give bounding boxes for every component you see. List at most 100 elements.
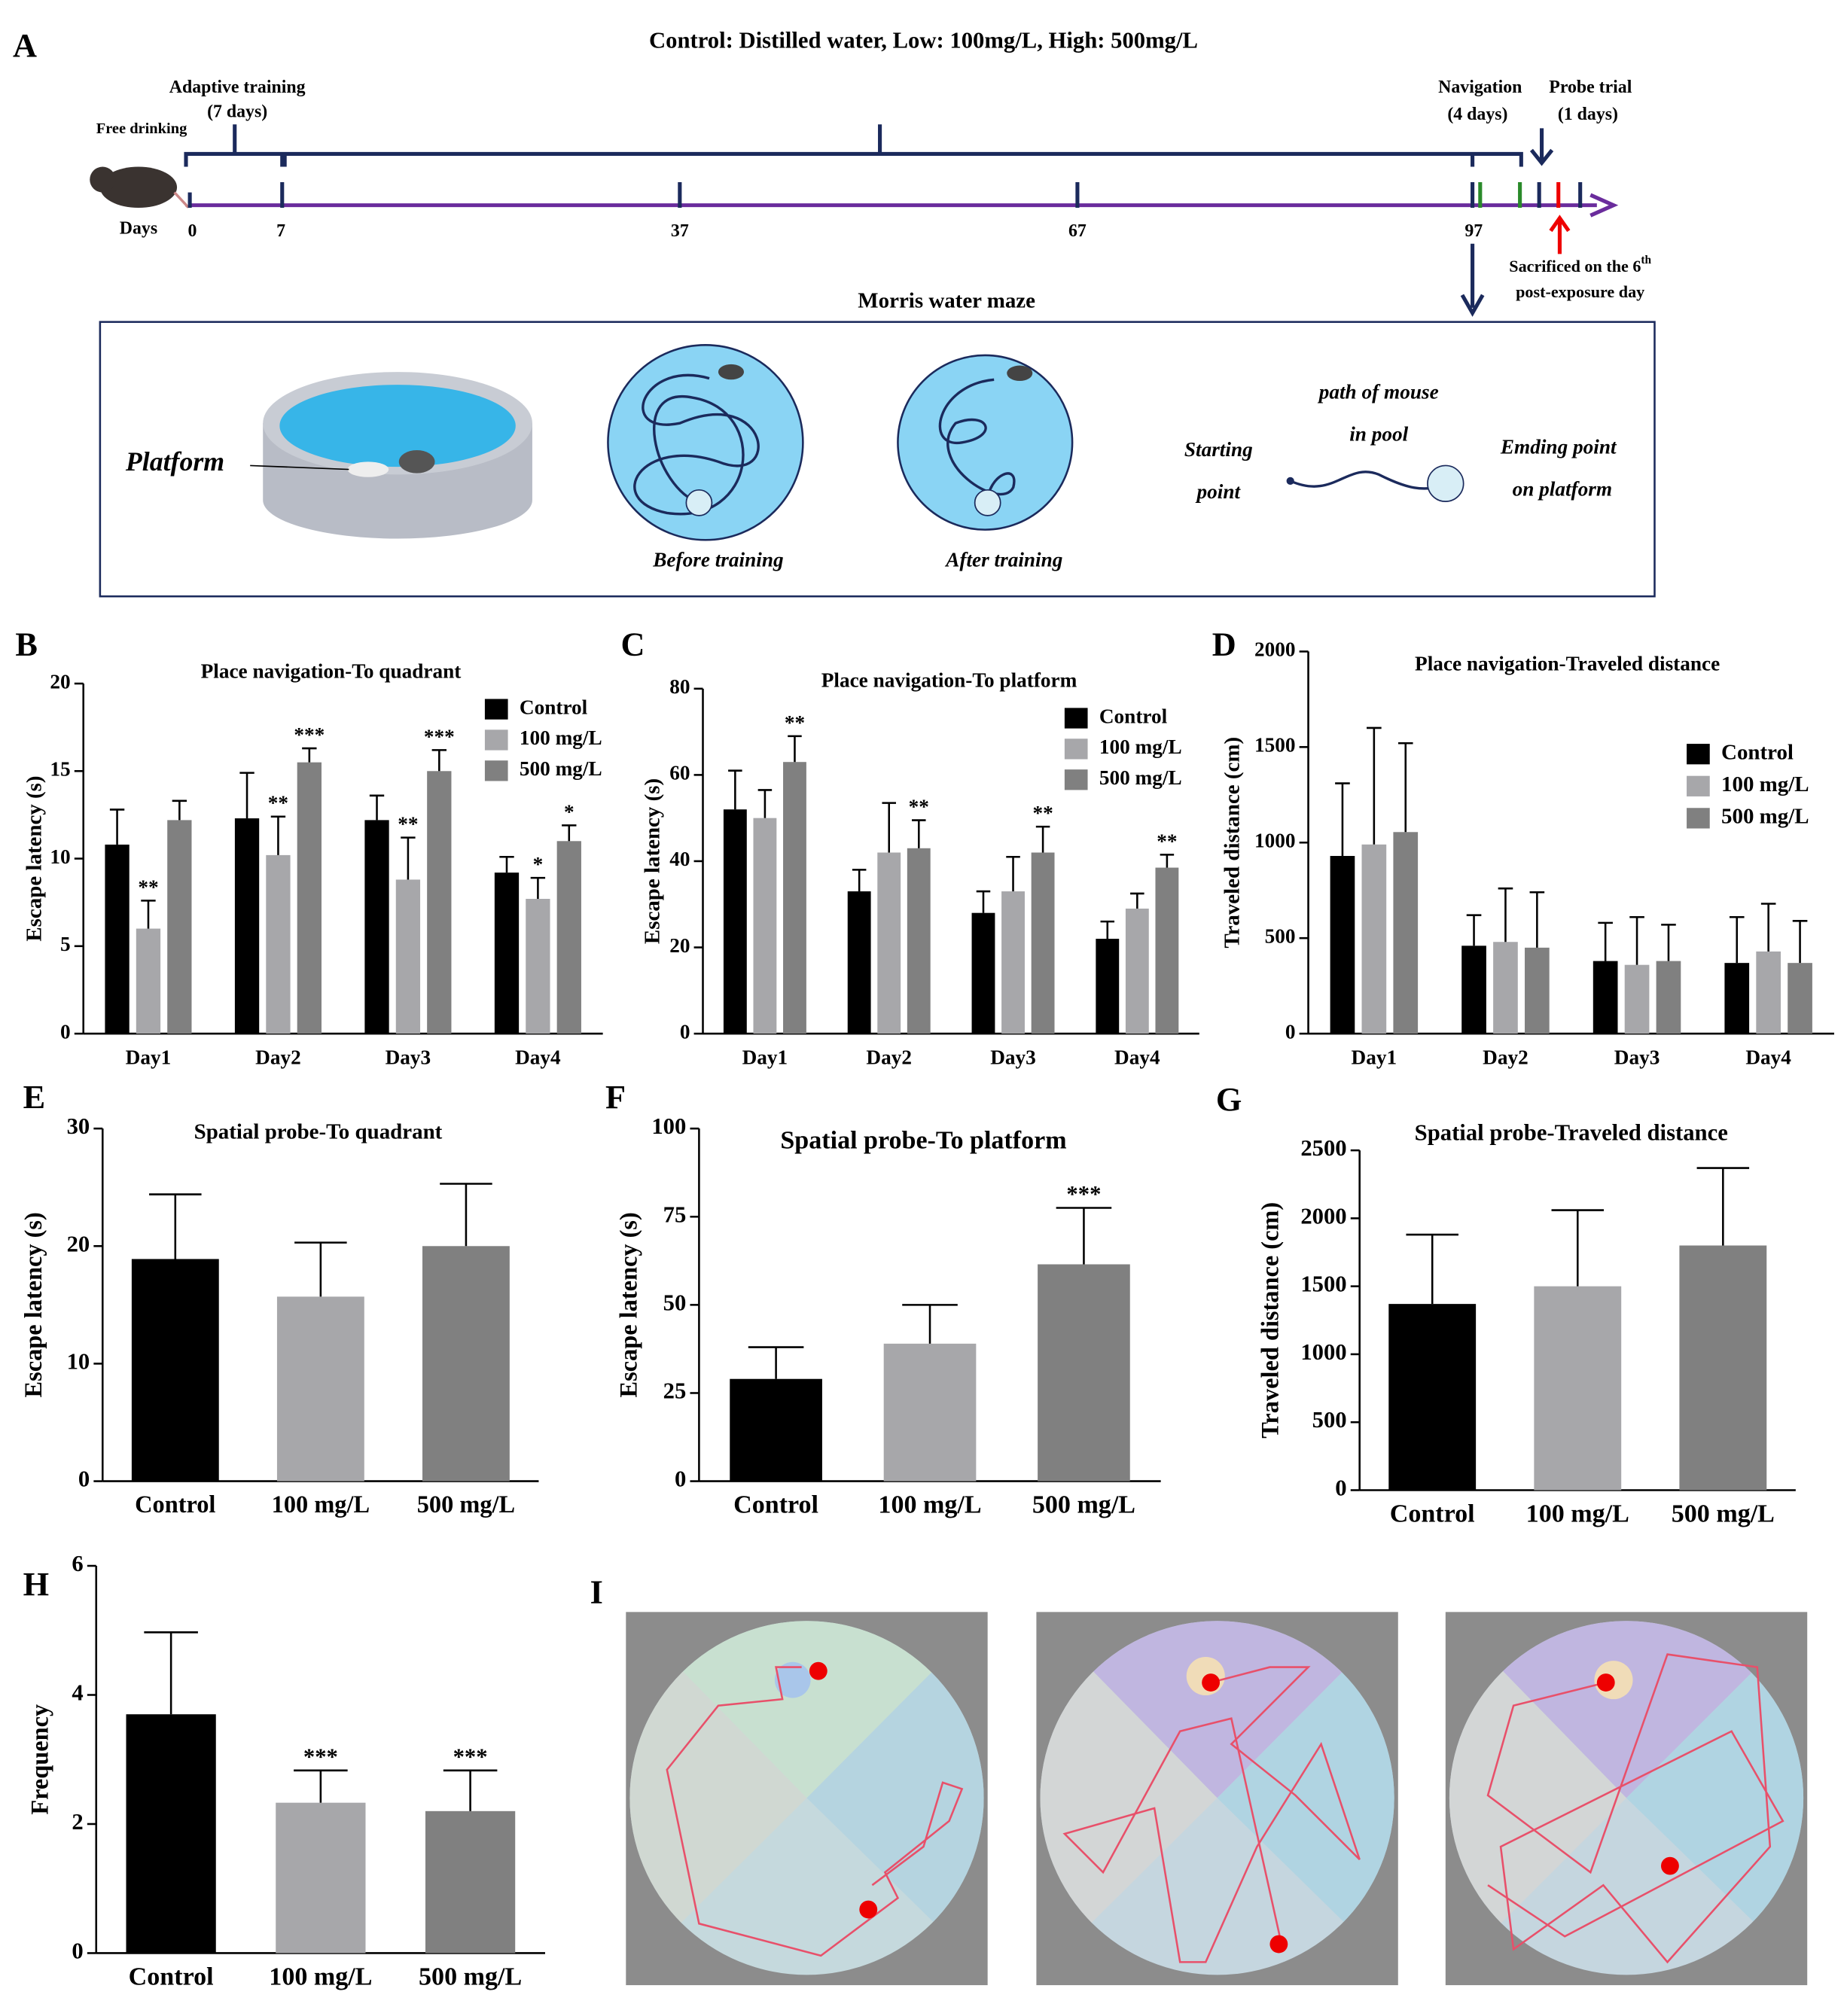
error-bar [902, 1304, 958, 1344]
error-bar [1406, 1233, 1458, 1305]
x-tick-label: Day2 [1483, 1046, 1528, 1068]
label: Sacrificed on the 6 [1509, 257, 1641, 276]
chart-title: Spatial probe-To platform [780, 1127, 1066, 1155]
start-dot [1286, 477, 1294, 485]
y-tick-label: 500 [1312, 1407, 1347, 1433]
bar [1724, 963, 1750, 1034]
bar [395, 879, 421, 1034]
x-tick-label: 500 mg/L [1672, 1500, 1775, 1527]
panel-letter: A [13, 27, 37, 64]
label: Adaptive training [169, 78, 306, 97]
significance: *** [303, 1744, 338, 1770]
y-tick-label: 0 [78, 1466, 90, 1492]
error-bar [431, 749, 447, 772]
error-bar [788, 735, 802, 763]
legend-swatch [1064, 738, 1088, 760]
x-tick-label: Day1 [126, 1046, 172, 1068]
track-3 [1445, 1612, 1808, 1986]
bar [494, 872, 520, 1034]
bar [1388, 1304, 1477, 1491]
label: (4 days) [1447, 105, 1507, 124]
legend-swatch [1064, 708, 1088, 729]
bar [234, 818, 260, 1034]
error-bar [172, 799, 187, 821]
bar [1593, 961, 1618, 1034]
error-bar [1056, 1207, 1112, 1265]
label: After training [944, 548, 1062, 571]
x-tick-label: 100 mg/L [272, 1491, 370, 1518]
y-tick-label: 4 [72, 1680, 83, 1706]
panel-letter: B [15, 626, 38, 662]
bar [1461, 946, 1486, 1034]
significance: *** [424, 725, 455, 748]
error-bar [757, 789, 773, 818]
day-label: 67 [1068, 221, 1087, 241]
panel-letter: H [23, 1566, 49, 1603]
error-bar [1529, 891, 1545, 948]
bar [425, 1810, 516, 1954]
y-axis-label: Traveled distance (cm) [1256, 1202, 1283, 1439]
error-bar [562, 824, 577, 842]
x-tick-label: Control [135, 1491, 215, 1518]
y-tick-label: 40 [669, 848, 690, 870]
bar [276, 1296, 364, 1482]
bar [126, 1714, 216, 1954]
error-bar [270, 815, 286, 855]
x-tick-label: Control [1390, 1500, 1475, 1527]
y-tick-label: 1500 [1254, 734, 1296, 757]
error-bar [141, 900, 156, 929]
error-bar [1466, 914, 1482, 946]
y-tick-label: 1500 [1300, 1271, 1346, 1297]
label: Platform [125, 446, 224, 477]
label: Sacrificed on the 6th [1509, 253, 1651, 276]
error-bar [1100, 920, 1115, 939]
label: Days [120, 218, 157, 238]
y-axis-label: Traveled distance (cm) [1220, 737, 1244, 949]
bar [877, 852, 901, 1034]
significance: ** [138, 876, 158, 898]
legend-label: Control [520, 696, 588, 718]
track-1 [626, 1612, 988, 1986]
bar [1656, 961, 1681, 1034]
significance: ** [268, 792, 288, 815]
bar [1624, 964, 1650, 1034]
error-bar [369, 794, 385, 821]
panel-letter: C [620, 626, 645, 662]
label: th [1641, 253, 1651, 266]
y-tick-label: 0 [72, 1938, 83, 1963]
x-tick-label: 100 mg/L [1526, 1500, 1629, 1527]
bar [1155, 867, 1179, 1034]
y-axis-label: Frequency [26, 1704, 53, 1815]
chart-title: Place navigation-Traveled distance [1415, 652, 1720, 675]
error-bar [1367, 726, 1382, 845]
chart-title: Spatial probe-Traveled distance [1415, 1120, 1728, 1146]
header: Control: Distilled water, Low: 100mg/L, … [649, 27, 1198, 53]
label: Emding point [1500, 436, 1617, 458]
chart-title: Place navigation-To quadrant [201, 660, 462, 683]
day-label: 7 [276, 221, 285, 241]
significance: *** [453, 1744, 488, 1770]
bar [1330, 856, 1355, 1034]
bar [753, 818, 777, 1034]
error-bar [294, 1769, 348, 1803]
significance: ** [785, 711, 805, 734]
x-tick-label: Day3 [990, 1046, 1036, 1068]
label: in pool [1349, 423, 1408, 446]
legend-label: 100 mg/L [1721, 772, 1809, 796]
legend-label: 500 mg/L [1099, 766, 1182, 789]
significance: *** [294, 723, 325, 746]
error-bar [1498, 887, 1513, 943]
y-axis-label: Escape latency (s) [22, 775, 46, 941]
legend-label: 100 mg/L [1099, 735, 1182, 758]
legend-swatch [1687, 744, 1710, 765]
bar [1788, 963, 1812, 1034]
error-bar [530, 876, 546, 900]
panel-letter: E [23, 1079, 46, 1116]
x-tick-label: Day4 [1745, 1046, 1791, 1068]
y-tick-label: 0 [680, 1020, 690, 1043]
error-bar [109, 809, 125, 845]
y-tick-label: 10 [50, 845, 70, 868]
legend-swatch [1687, 775, 1710, 796]
legend-swatch [484, 699, 508, 720]
